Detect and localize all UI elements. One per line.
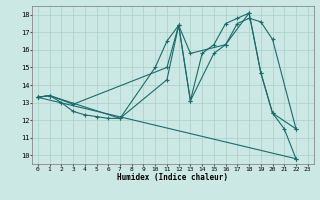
- X-axis label: Humidex (Indice chaleur): Humidex (Indice chaleur): [117, 173, 228, 182]
